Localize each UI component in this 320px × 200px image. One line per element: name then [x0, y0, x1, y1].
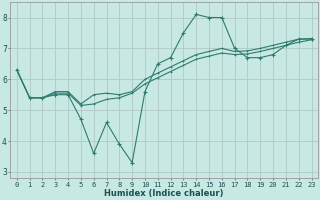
X-axis label: Humidex (Indice chaleur): Humidex (Indice chaleur) [104, 189, 224, 198]
